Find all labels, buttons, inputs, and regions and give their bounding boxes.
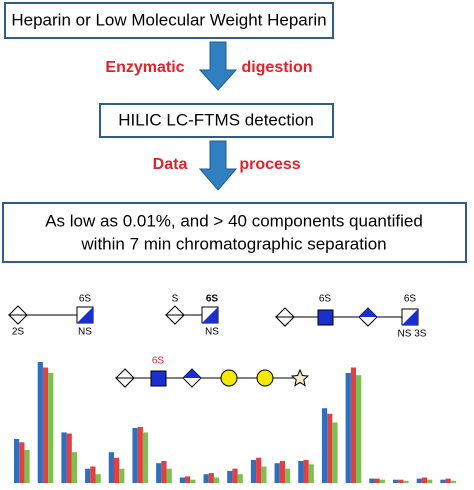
bar	[403, 480, 409, 483]
bar	[48, 373, 54, 483]
bar	[42, 367, 49, 483]
bar	[119, 468, 125, 483]
box-text: Heparin or Low Molecular Weight Heparin	[11, 10, 326, 29]
bar	[398, 479, 404, 483]
bar	[350, 367, 357, 483]
glycan-label: 2S	[12, 327, 25, 338]
glycan	[164, 305, 219, 325]
bar	[237, 474, 243, 483]
bar	[24, 450, 30, 483]
bar	[345, 373, 351, 483]
bar	[332, 422, 338, 483]
box	[2, 202, 467, 263]
bar	[208, 473, 214, 483]
arrow	[198, 41, 238, 91]
bar	[14, 439, 20, 483]
bar	[179, 477, 186, 483]
bar	[108, 452, 114, 483]
bar	[227, 470, 233, 483]
bar	[321, 408, 328, 483]
bar	[156, 463, 162, 483]
arrow-label: Data	[153, 156, 188, 173]
bar	[137, 426, 143, 483]
bar	[85, 468, 91, 483]
bar	[250, 459, 257, 483]
glycan-label: NS 3S	[398, 329, 427, 340]
bar	[416, 478, 422, 483]
bar	[379, 479, 385, 483]
bar	[392, 479, 399, 483]
bar	[421, 477, 428, 483]
glycan-label: 6S	[206, 294, 219, 305]
bar	[95, 474, 101, 483]
bar	[90, 466, 96, 483]
bar	[232, 468, 238, 483]
bar	[356, 375, 362, 483]
bar	[203, 474, 209, 483]
bar	[369, 478, 375, 483]
box	[4, 2, 334, 39]
bar	[61, 432, 67, 483]
box	[99, 103, 334, 138]
bar	[37, 362, 43, 483]
bar	[303, 459, 309, 483]
bar	[445, 478, 451, 483]
bar	[185, 476, 191, 483]
glycan	[114, 368, 310, 388]
arrow	[198, 140, 238, 191]
bar-chart	[14, 362, 456, 483]
bar	[132, 428, 138, 483]
bar	[166, 468, 172, 483]
arrow-label: Enzymatic	[105, 59, 184, 76]
arrow-label: digestion	[241, 59, 312, 76]
glycan-label: 6S	[319, 294, 332, 305]
bar	[71, 452, 78, 483]
arrow-label: process	[239, 156, 300, 173]
bar	[213, 477, 220, 483]
bar	[161, 461, 167, 483]
box-text: HILIC LC-FTMS detection	[118, 110, 314, 129]
bar	[308, 464, 314, 483]
glycan-label: 6S	[404, 294, 417, 305]
bar	[427, 479, 433, 483]
glycan-label: NS	[205, 327, 219, 338]
glycan	[274, 307, 419, 327]
bar	[19, 442, 25, 483]
bar	[298, 461, 304, 483]
bar	[261, 466, 267, 483]
bar	[440, 479, 446, 483]
bar	[142, 432, 149, 483]
glycan-label: NS	[78, 327, 92, 338]
box-text: within 7 min chromatographic separation	[80, 234, 386, 253]
glycan-label: 6S	[152, 356, 165, 367]
bar	[274, 463, 280, 483]
bar	[284, 468, 291, 483]
bar	[450, 480, 456, 483]
bar	[256, 457, 262, 483]
glycan-label: 6S	[79, 294, 92, 305]
bar	[374, 478, 380, 483]
bar	[279, 461, 285, 483]
glycan	[7, 305, 94, 325]
bar	[66, 433, 72, 483]
glycan-label: S	[172, 294, 179, 305]
box-text: As low as 0.01%, and > 40 components qua…	[45, 211, 423, 230]
bar	[327, 413, 333, 483]
bar	[113, 457, 120, 483]
bar	[190, 479, 196, 483]
